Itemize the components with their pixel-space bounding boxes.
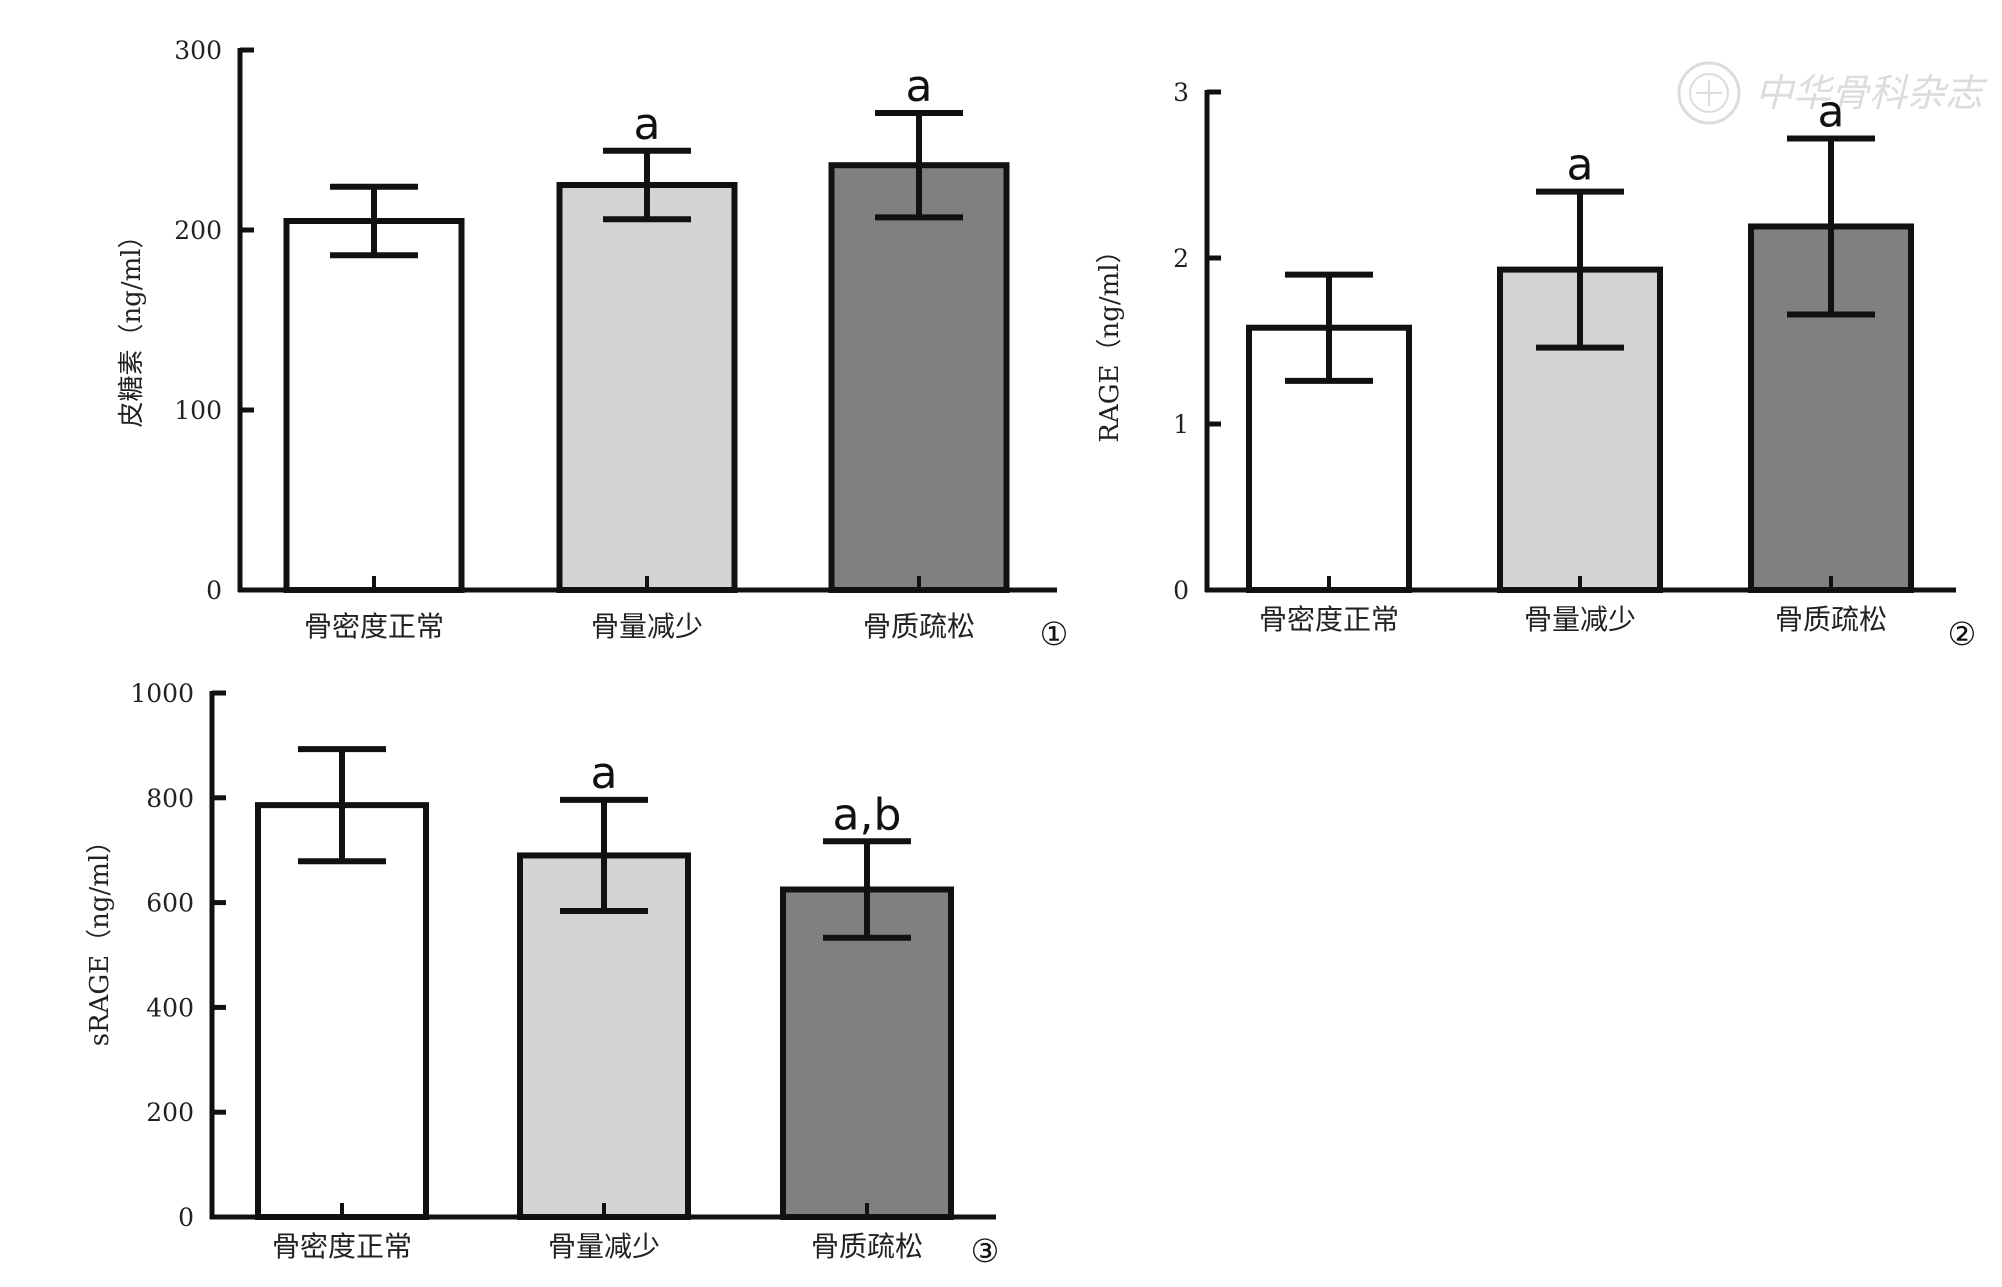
y-tick-label: 0 <box>206 576 222 605</box>
category-label: 骨密度正常 <box>1259 603 1399 636</box>
category-label: 骨量减少 <box>548 1230 660 1263</box>
watermark-text: 中华骨科杂志 <box>1755 71 1988 115</box>
watermark: 中华骨科杂志 <box>1677 61 1988 125</box>
y-tick-label: 3 <box>1173 78 1189 107</box>
y-tick-label: 1 <box>1173 410 1189 439</box>
category-label: 骨量减少 <box>1524 603 1636 636</box>
category-label: 骨密度正常 <box>304 610 444 643</box>
significance-label: a <box>906 61 933 112</box>
bar <box>255 802 429 1220</box>
y-tick-label: 400 <box>146 993 194 1022</box>
category-label: 骨质疏松 <box>863 610 975 643</box>
category-label: 骨质疏松 <box>811 1230 923 1263</box>
panel-number-label: ① <box>1040 615 1069 653</box>
y-tick-label: 600 <box>146 889 194 918</box>
significance-label: a <box>591 748 618 799</box>
y-axis-label: 皮糖素（ng/ml） <box>117 222 147 427</box>
y-tick-label: 2 <box>1173 244 1189 273</box>
panel-2: 骨密度正常 a 骨量减少 a 骨质疏松 0 1 2 3 RAGE（ng/ml） ② <box>1095 78 1976 653</box>
panel-number-label: ② <box>1948 615 1977 653</box>
category-label: 骨密度正常 <box>272 1230 412 1263</box>
category-label: 骨量减少 <box>591 610 703 643</box>
bar <box>556 182 738 593</box>
y-tick-label: 200 <box>146 1098 194 1127</box>
y-tick-label: 800 <box>146 784 194 813</box>
y-tick-label: 100 <box>174 396 222 425</box>
y-tick-label: 300 <box>174 36 222 65</box>
significance-label: a,b <box>833 789 902 840</box>
panel-3: 骨密度正常 a 骨量减少 a,b 骨质疏松 0 200 400 600 800 1000 sRAGE（… <box>85 679 999 1270</box>
panel-1: 骨密度正常 a 骨量减少 a 骨质疏松 0 100 200 300 皮糖素（ng/ml） ① <box>117 36 1068 653</box>
bar <box>283 218 465 593</box>
bar <box>780 886 954 1220</box>
panel-number-label: ③ <box>971 1232 1000 1270</box>
y-tick-label: 1000 <box>130 679 194 708</box>
y-tick-label: 200 <box>174 216 222 245</box>
significance-label: a <box>1818 86 1845 137</box>
category-label: 骨质疏松 <box>1775 603 1887 636</box>
significance-label: a <box>1567 140 1594 191</box>
bar <box>828 162 1010 593</box>
society-seal-icon <box>1677 61 1741 125</box>
y-tick-label: 0 <box>178 1203 194 1232</box>
y-axis-label: RAGE（ng/ml） <box>1095 237 1125 442</box>
y-axis-label: sRAGE（ng/ml） <box>85 828 115 1047</box>
y-tick-label: 0 <box>1173 576 1189 605</box>
significance-label: a <box>634 99 661 150</box>
